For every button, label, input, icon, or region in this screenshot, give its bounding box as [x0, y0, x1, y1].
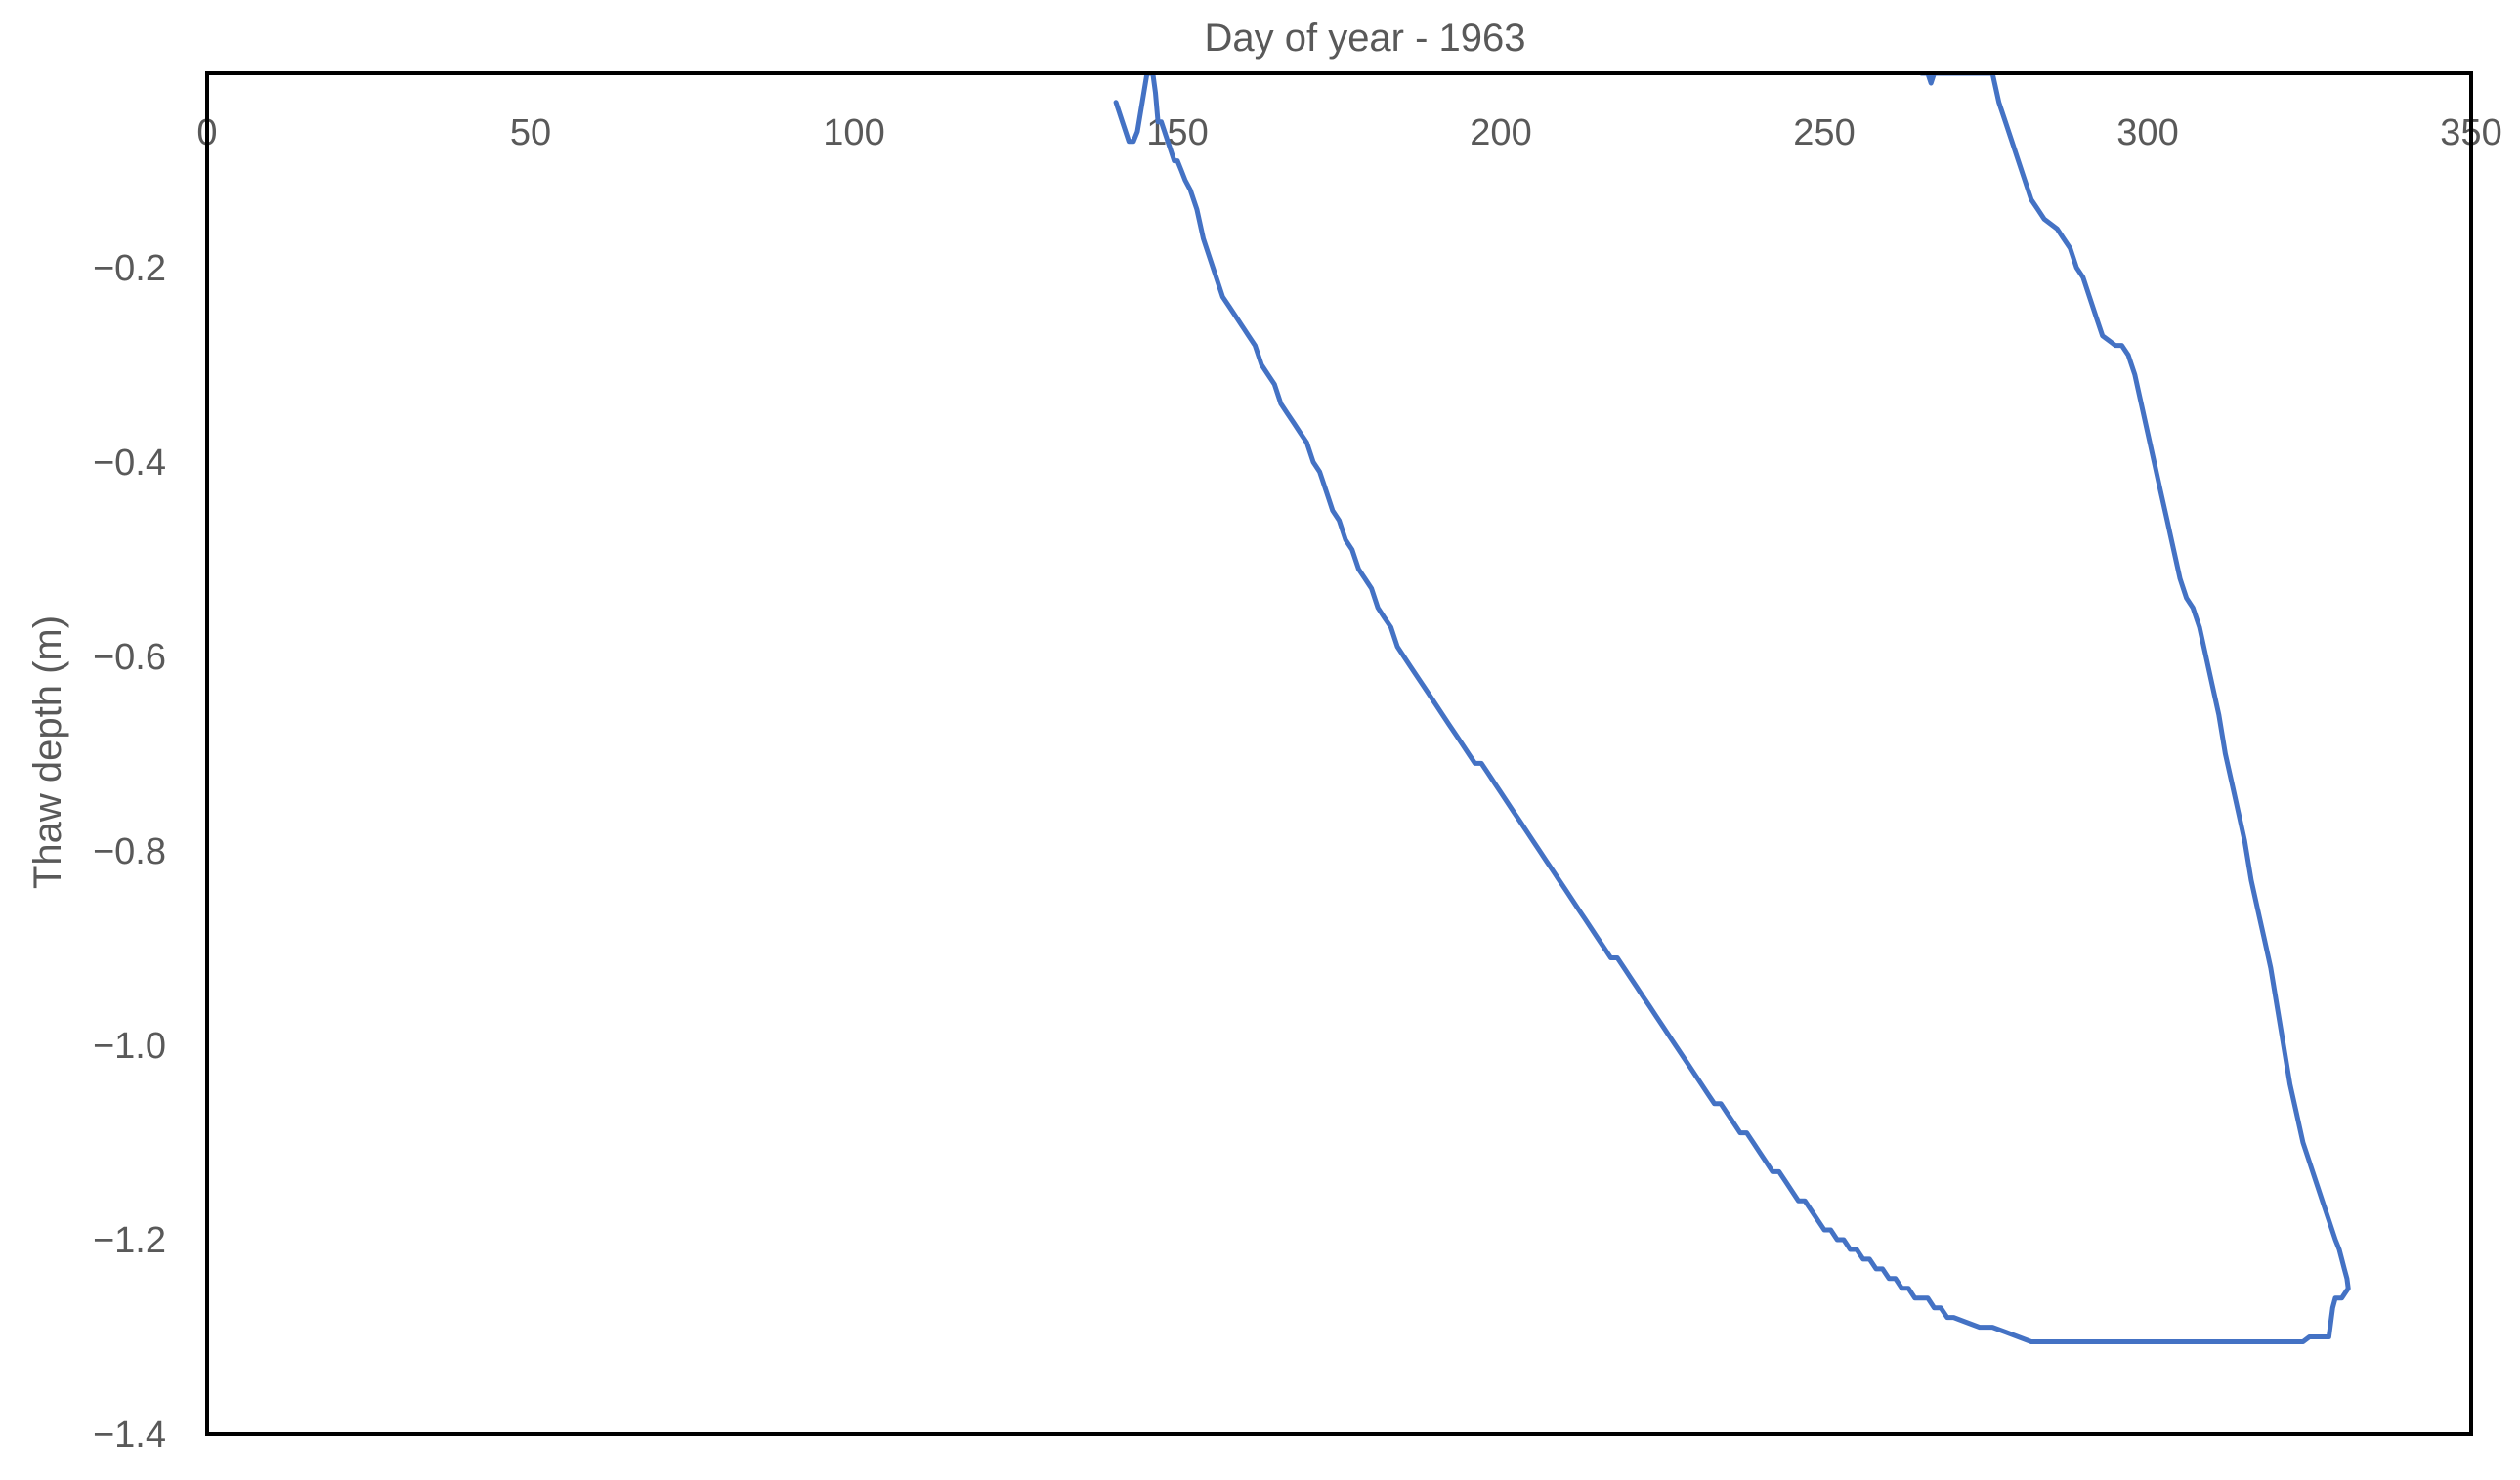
y-tick-label: −1.0 [93, 1026, 166, 1067]
x-tick-labels: 0 50 100 150 200 250 300 350 [196, 112, 2501, 153]
y-tick-label: −0.2 [93, 248, 166, 289]
x-tick-label: 50 [510, 112, 551, 153]
y-tick-label: −1.4 [93, 1415, 166, 1456]
chart-title: Day of year - 1963 [1204, 17, 1525, 60]
y-tick-label: −1.2 [93, 1220, 166, 1261]
x-tick-label: 300 [2116, 112, 2178, 153]
y-axis-label: Thaw depth (m) [26, 615, 69, 889]
y-tick-label: −0.4 [93, 443, 166, 484]
x-tick-label: 200 [1470, 112, 1531, 153]
thaw-depth-series-line [1113, 73, 2351, 1344]
x-tick-label: 250 [1793, 112, 1855, 153]
y-tick-labels: −0.2 −0.4 −0.6 −0.8 −1.0 −1.2 −1.4 [93, 248, 166, 1456]
y-tick-label: −0.8 [93, 831, 166, 872]
x-tick-label: 100 [823, 112, 884, 153]
y-tick-label: −0.6 [93, 637, 166, 678]
plot-area-border [205, 71, 2473, 1436]
